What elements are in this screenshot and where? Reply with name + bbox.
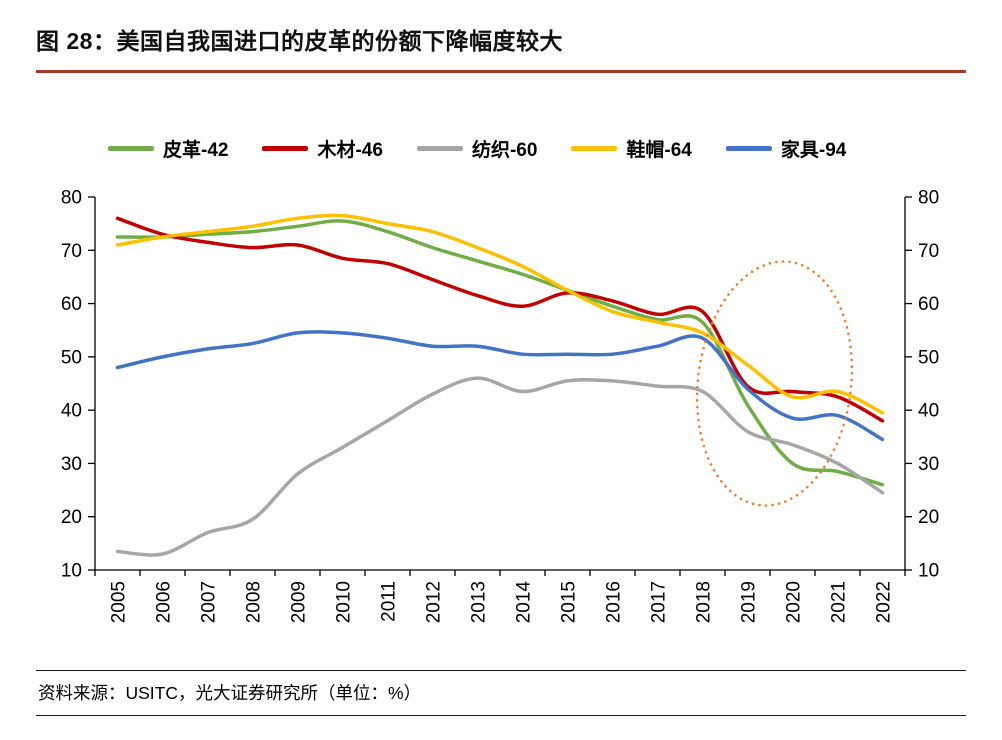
x-tick-label: 2006 [154, 581, 175, 623]
page-title: 图 28：美国自我国进口的皮革的份额下降幅度较大 [36, 26, 966, 74]
x-tick-label: 2019 [739, 581, 760, 623]
chart-area: 10 10 20 20 30 30 40 40 50 50 60 60 70 70 80 80 2005 2006… [36, 184, 966, 644]
y-tick-label-right: 70 [918, 241, 939, 262]
x-tick-label: 2016 [604, 581, 625, 623]
legend-label: 木材-46 [317, 140, 383, 162]
legend-label: 家具-94 [780, 140, 847, 162]
legend-line-marker [108, 146, 154, 152]
x-tick-label: 2017 [649, 581, 670, 623]
y-tick-label-left: 60 [61, 294, 82, 315]
x-tick-label: 2015 [559, 581, 580, 623]
x-tick-label: 2020 [784, 581, 805, 623]
x-tick-label: 2022 [874, 581, 895, 623]
legend-label: 皮革-42 [163, 140, 229, 162]
x-tick-label: 2005 [109, 581, 130, 623]
legend-line-marker [262, 146, 309, 152]
x-tick-label: 2013 [469, 581, 490, 623]
legend-line-marker [416, 146, 463, 152]
legend-item: 纺织-60 [416, 135, 538, 162]
legend-label: 鞋帽-64 [626, 140, 692, 162]
legend-label: 纺织-60 [471, 140, 538, 162]
y-tick-label-left: 80 [61, 188, 82, 209]
y-tick-label-left: 70 [61, 241, 82, 262]
y-tick-label-right: 20 [918, 507, 939, 528]
series-line-木材-46 [115, 216, 885, 423]
legend-item: 皮革-42 [108, 135, 228, 162]
x-tick-label: 2008 [244, 581, 265, 623]
y-tick-label-right: 80 [918, 188, 939, 209]
y-tick-label-left: 50 [61, 347, 82, 368]
y-tick-label-right: 30 [918, 454, 939, 475]
series-line-家具-94 [115, 330, 885, 442]
y-tick-label-left: 30 [61, 454, 82, 475]
source-note: 资料来源：USITC，光大证券研究所（单位：%） [36, 670, 966, 717]
y-tick-label-right: 50 [918, 347, 939, 368]
x-tick-label: 2007 [199, 581, 220, 623]
legend-line-marker [725, 146, 772, 152]
y-tick-label-left: 20 [61, 507, 82, 528]
y-tick-label-left: 40 [61, 401, 82, 422]
legend-line-marker [571, 146, 618, 152]
y-tick-label-left: 10 [61, 561, 82, 582]
series-line-纺织-60 [115, 376, 885, 557]
series-line-皮革-42 [115, 219, 885, 487]
y-tick-label-right: 40 [918, 401, 939, 422]
x-tick-label: 2012 [424, 581, 445, 623]
y-tick-label-right: 60 [918, 294, 939, 315]
x-tick-label: 2014 [514, 581, 535, 624]
legend-item: 鞋帽-64 [571, 135, 692, 162]
y-tick-label-right: 10 [918, 561, 939, 582]
x-tick-label: 2011 [379, 581, 400, 622]
x-tick-label: 2018 [694, 581, 715, 623]
x-tick-label: 2009 [289, 581, 310, 623]
legend-item: 木材-46 [262, 135, 383, 162]
x-tick-label: 2021 [829, 581, 850, 623]
series-line-鞋帽-64 [115, 213, 885, 415]
chart-legend: 皮革-42 木材-46 纺织-60 鞋帽-64 家具-94 [108, 135, 966, 162]
legend-item: 家具-94 [725, 135, 847, 162]
highlight-ellipse [695, 260, 854, 507]
x-tick-label: 2010 [334, 581, 355, 623]
